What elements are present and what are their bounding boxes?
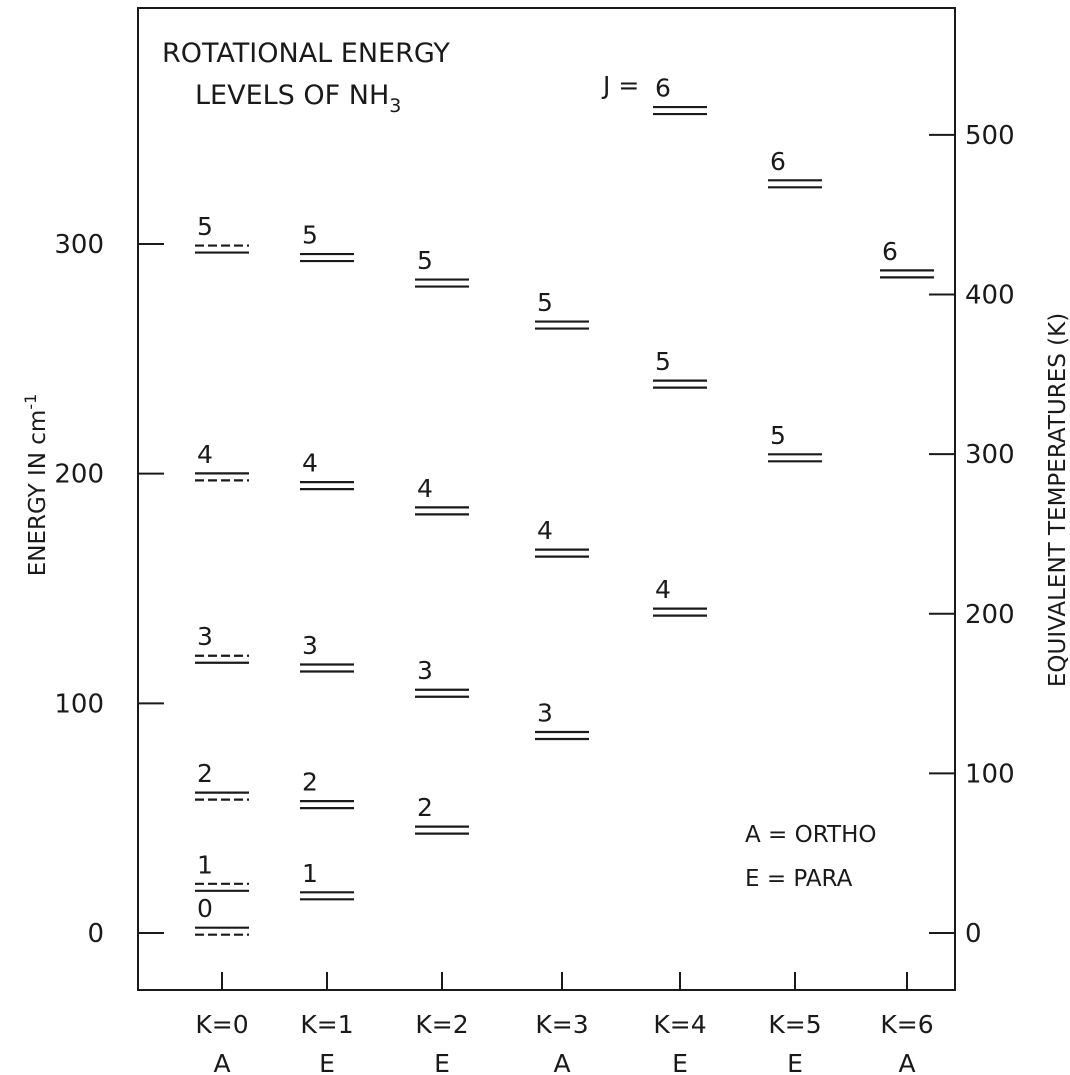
x-tick-label-symmetry: A <box>898 1049 915 1075</box>
energy-level-k3-j5: 5 <box>535 288 589 330</box>
energy-level-k0-j5: 5 <box>195 212 249 254</box>
x-tick-label-k: K=0 <box>195 1010 248 1039</box>
energy-level-k0-j3: 3 <box>195 622 249 664</box>
level-j-label: 6 <box>882 237 898 266</box>
level-j-label: 2 <box>302 768 318 797</box>
legend-ortho: A = ORTHO <box>745 822 877 848</box>
level-j-label: 5 <box>197 212 213 241</box>
y-axis-label-right: EQUIVALENT TEMPERATURES (K) <box>1045 313 1070 687</box>
x-tick-label-symmetry: E <box>787 1049 803 1075</box>
energy-level-k0-j1: 1 <box>195 850 249 892</box>
x-axis-labels: K=0 A K=1 E K=2 E K=3 A K=4 E K=5 E K=6 A <box>195 972 934 1075</box>
energy-level-k6-j6: 6 <box>880 237 934 279</box>
y-tick-label-left: 100 <box>54 689 104 719</box>
x-tick-label-k: K=2 <box>415 1010 468 1039</box>
legend-para: E = PARA <box>745 866 853 892</box>
level-j-label: 3 <box>302 631 318 660</box>
level-j-label: 1 <box>302 859 318 888</box>
y-tick-label-right: 200 <box>965 600 1015 630</box>
level-j-label: 4 <box>655 575 671 604</box>
y-axis-label-left: ENERGY IN cm-1 <box>21 394 51 577</box>
chart-title-line2: LEVELS OF NH3 <box>195 80 401 117</box>
chart-title-line2-text: LEVELS OF NH <box>195 80 389 111</box>
level-j-label: 0 <box>197 894 213 923</box>
x-tick-label-k: K=3 <box>535 1010 588 1039</box>
energy-level-k4-j6: 6 <box>653 74 707 116</box>
energy-level-k4-j4: 4 <box>653 575 707 617</box>
j-annotation-label: J = <box>601 71 639 100</box>
level-j-label: 5 <box>770 421 786 450</box>
energy-level-k3-j4: 4 <box>535 516 589 558</box>
level-j-label: 5 <box>655 347 671 376</box>
energy-level-k1-j2: 2 <box>300 768 354 810</box>
energy-levels: 0 1 2 3 4 5 1 2 3 4 5 2 3 4 5 3 4 5 4 5 6 5 6 6 <box>195 74 934 936</box>
energy-level-k1-j5: 5 <box>300 221 354 263</box>
level-j-label: 5 <box>537 288 553 317</box>
y-tick-label-right: 400 <box>965 281 1015 311</box>
energy-level-k2-j4: 4 <box>415 474 469 516</box>
energy-level-k0-j0: 0 <box>195 894 249 936</box>
energy-level-k1-j1: 1 <box>300 859 354 901</box>
y-tick-label-left: 300 <box>54 230 104 260</box>
energy-level-k2-j2: 2 <box>415 793 469 835</box>
y-axis-label-left-text: ENERGY IN cm <box>25 410 51 577</box>
x-tick-label-symmetry: A <box>553 1049 570 1075</box>
x-tick-label-symmetry: A <box>213 1049 230 1075</box>
level-j-label: 4 <box>197 440 213 469</box>
energy-level-k0-j2: 2 <box>195 759 249 801</box>
x-tick-label-k: K=4 <box>653 1010 706 1039</box>
energy-level-k5-j5: 5 <box>768 421 822 463</box>
level-j-label: 3 <box>537 698 553 727</box>
level-j-label: 4 <box>537 516 553 545</box>
energy-level-k1-j3: 3 <box>300 631 354 673</box>
level-j-label: 2 <box>417 793 433 822</box>
chart-title-line1: ROTATIONAL ENERGY <box>162 38 450 69</box>
energy-level-k2-j3: 3 <box>415 656 469 698</box>
left-axis: 0 100 200 300 <box>54 230 164 949</box>
x-tick-label-k: K=6 <box>880 1010 933 1039</box>
y-tick-label-left: 0 <box>87 919 104 949</box>
x-tick-label-symmetry: E <box>672 1049 688 1075</box>
energy-level-k3-j3: 3 <box>535 698 589 741</box>
right-axis: 0 100 200 300 400 500 <box>929 121 1015 949</box>
energy-level-k4-j5: 5 <box>653 347 707 389</box>
level-j-label: 4 <box>302 449 318 478</box>
energy-level-k1-j4: 4 <box>300 449 354 491</box>
y-tick-label-right: 0 <box>965 919 982 949</box>
y-tick-label-left: 200 <box>54 460 104 490</box>
y-tick-label-right: 500 <box>965 121 1015 151</box>
x-tick-label-symmetry: E <box>434 1049 450 1075</box>
y-tick-label-right: 300 <box>965 440 1015 470</box>
x-tick-label-k: K=5 <box>768 1010 821 1039</box>
level-j-label: 5 <box>302 221 318 250</box>
level-j-label: 6 <box>655 74 671 103</box>
x-tick-label-k: K=1 <box>300 1010 353 1039</box>
x-tick-label-symmetry: E <box>319 1049 335 1075</box>
energy-level-k2-j5: 5 <box>415 246 469 288</box>
chart-title-subscript: 3 <box>389 95 401 117</box>
level-j-label: 1 <box>197 850 213 879</box>
energy-level-k0-j4: 4 <box>195 440 249 482</box>
plot-frame <box>137 7 956 991</box>
level-j-label: 3 <box>417 656 433 685</box>
level-j-label: 5 <box>417 246 433 275</box>
level-j-label: 6 <box>770 147 786 176</box>
level-j-label: 3 <box>197 622 213 651</box>
y-axis-label-left-superscript: -1 <box>21 394 40 410</box>
level-j-label: 4 <box>417 474 433 503</box>
y-tick-label-right: 100 <box>965 759 1015 789</box>
level-j-label: 2 <box>197 759 213 788</box>
energy-level-k5-j6: 6 <box>768 147 822 189</box>
